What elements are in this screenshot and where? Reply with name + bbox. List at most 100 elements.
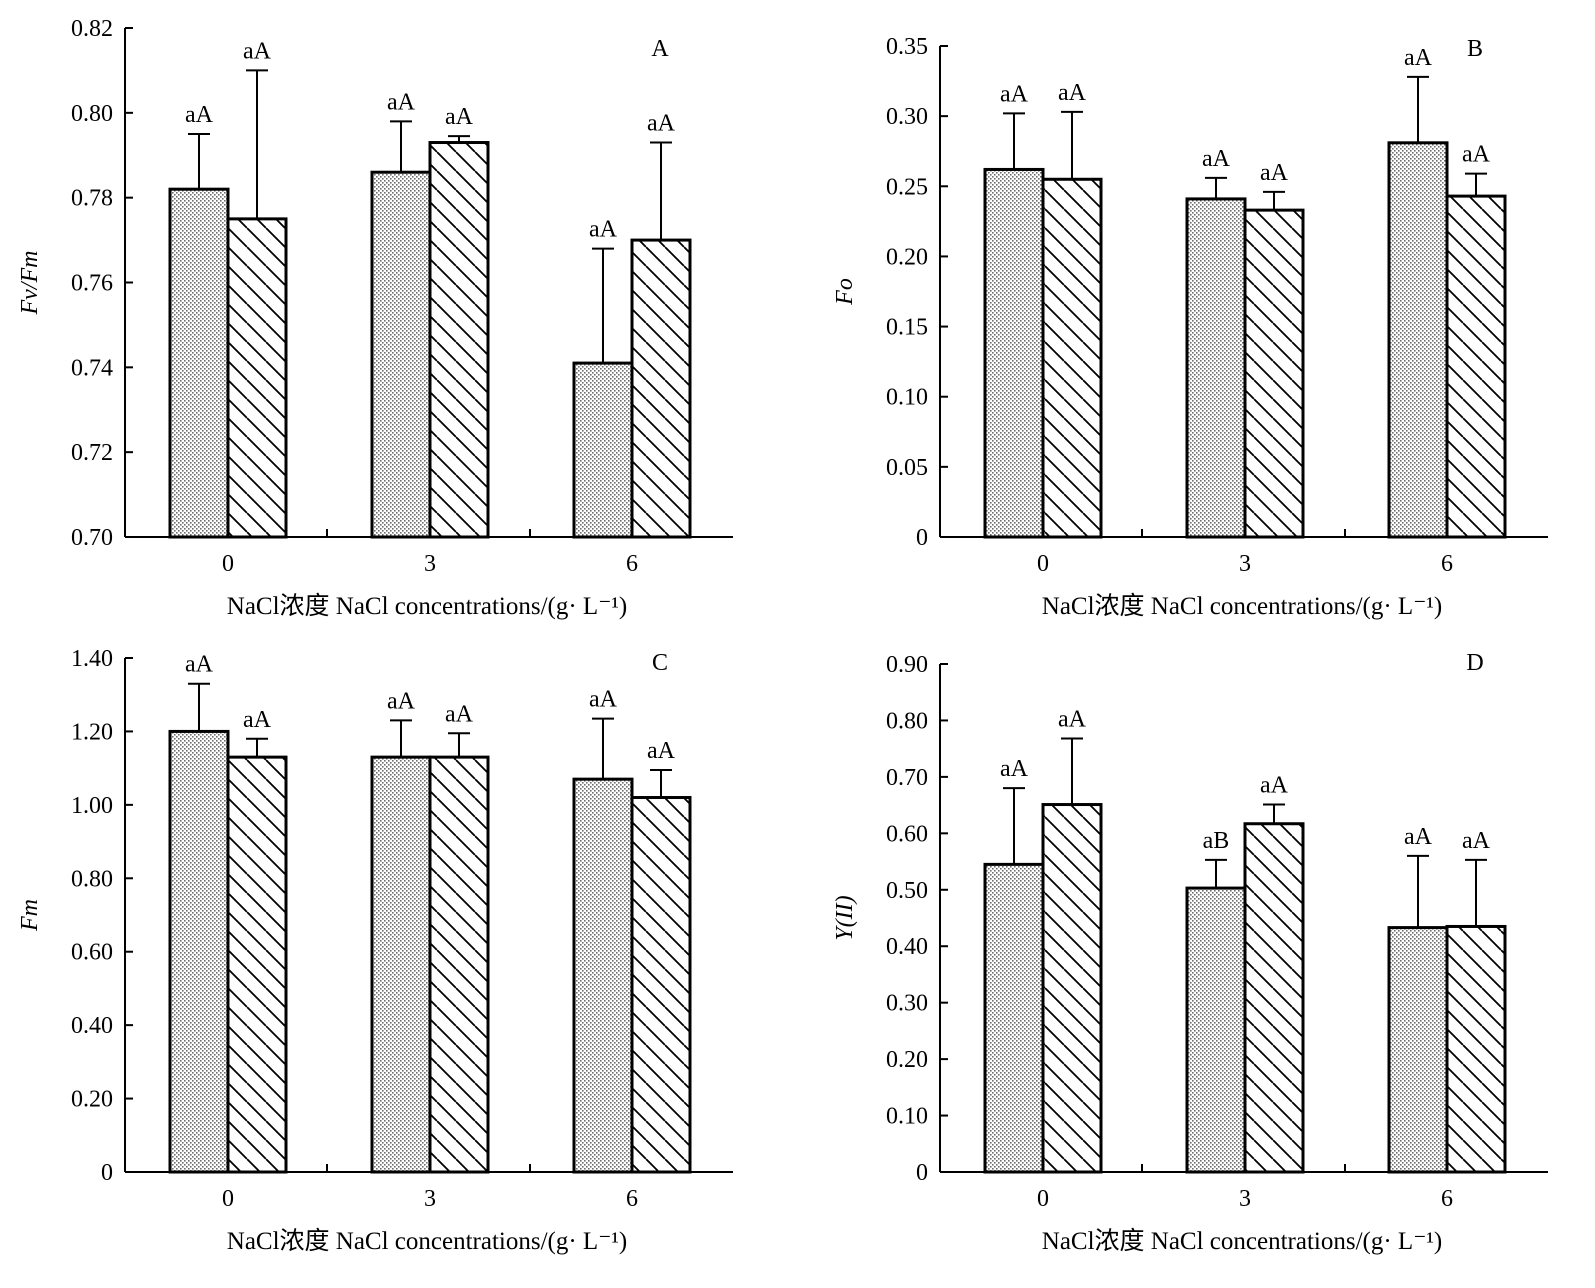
significance-label: aA: [647, 111, 676, 137]
bar-dotted-6: [572, 361, 634, 539]
x-tick-label: 0: [1037, 1186, 1049, 1212]
panel-label: D: [1466, 650, 1483, 676]
chart-panel-a: 0.70 0.72 0.74 0.76 0.78 0.80 0.82 0 3 6 aA aA aA aA a…: [17, 16, 733, 620]
y-tick-label: 0.78: [71, 186, 113, 212]
x-tick-label: 3: [424, 1186, 436, 1212]
bar-hatched-6: [1445, 194, 1507, 539]
significance-label: aA: [243, 707, 272, 733]
significance-label: aA: [1000, 756, 1029, 782]
significance-label: aA: [1462, 828, 1491, 854]
bar-hatched-6: [630, 796, 692, 1174]
bar-hatched-6: [630, 238, 692, 539]
x-tick-label: 6: [1441, 1186, 1453, 1212]
significance-label: aA: [1000, 81, 1029, 107]
significance-label: aA: [1260, 160, 1289, 186]
y-axis-label: Fo: [832, 278, 858, 306]
bar-dotted-0: [168, 729, 230, 1174]
significance-label: aA: [243, 38, 272, 64]
y-tick-label: 0.80: [886, 708, 928, 734]
significance-label: aA: [387, 89, 416, 115]
y-tick-label: 0: [101, 1160, 113, 1186]
bar-hatched-0: [1041, 177, 1103, 539]
significance-label: aA: [1404, 45, 1433, 71]
bar-hatched-3: [428, 141, 490, 539]
significance-label: aA: [387, 688, 416, 714]
y-axis-label: Fv/Fm: [17, 251, 43, 316]
bar-hatched-0: [1041, 803, 1103, 1174]
y-tick-label: 0: [916, 1160, 928, 1186]
significance-label: aB: [1203, 828, 1230, 854]
bar-dotted-3: [1185, 886, 1247, 1174]
x-tick-label: 3: [1239, 1186, 1251, 1212]
panel-label: A: [651, 36, 669, 62]
y-tick-label: 0.25: [886, 174, 928, 200]
bar-dotted-3: [1185, 197, 1247, 539]
bar-dotted-0: [983, 167, 1045, 539]
bar-hatched-3: [1243, 208, 1305, 539]
x-tick-label: 0: [1037, 551, 1049, 577]
y-tick-label: 0.20: [886, 1047, 928, 1073]
bar-dotted-6: [1387, 141, 1449, 539]
significance-label: aA: [185, 652, 214, 678]
significance-label: aA: [445, 104, 474, 130]
y-tick-label: 1.20: [71, 719, 113, 745]
x-axis-label: NaCl浓度 NaCl concentrations/(g· L⁻¹): [227, 1227, 627, 1255]
panel-label: C: [652, 650, 668, 676]
bar-hatched-0: [226, 217, 288, 539]
chart-panel-b: 0 0.05 0.10 0.15 0.20 0.25 0.30 0.35 0 3 6 aA aA aA aA…: [832, 34, 1548, 620]
y-tick-label: 0.40: [71, 1013, 113, 1039]
x-tick-label: 0: [222, 551, 234, 577]
y-tick-label: 0.60: [886, 821, 928, 847]
significance-label: aA: [185, 102, 214, 128]
y-tick-label: 1.40: [71, 646, 113, 672]
bar-hatched-3: [1243, 822, 1305, 1174]
bar-hatched-3: [428, 755, 490, 1174]
significance-label: aA: [445, 701, 474, 727]
chart-panel-d: 0 0.10 0.20 0.30 0.40 0.50 0.60 0.70 0.80 0.90 0 3 6…: [832, 650, 1548, 1255]
significance-label: aA: [1404, 824, 1433, 850]
significance-label: aA: [1058, 707, 1087, 733]
y-tick-label: 0.80: [71, 101, 113, 127]
y-tick-label: 0.20: [886, 244, 928, 270]
significance-label: aA: [1058, 80, 1087, 106]
y-tick-label: 0.70: [71, 525, 113, 551]
panel-label: B: [1467, 36, 1483, 62]
bar-hatched-6: [1445, 924, 1507, 1174]
y-tick-label: 0.15: [886, 315, 928, 341]
y-tick-label: 0.30: [886, 104, 928, 130]
bar-hatched-0: [226, 755, 288, 1174]
chart-panel-c: 0 0.20 0.40 0.60 0.80 1.00 1.20 1.40 0 3 6 aA aA aA aA…: [17, 646, 733, 1255]
y-tick-label: 0.35: [886, 34, 928, 60]
y-tick-label: 0: [916, 525, 928, 551]
x-tick-label: 3: [1239, 551, 1251, 577]
bar-dotted-3: [370, 755, 432, 1174]
bar-dotted-0: [168, 187, 230, 539]
significance-label: aA: [589, 217, 618, 243]
y-tick-label: 0.60: [71, 940, 113, 966]
y-axis-label: Y(II): [832, 895, 858, 940]
y-tick-label: 1.00: [71, 793, 113, 819]
y-tick-label: 0.10: [886, 1104, 928, 1130]
significance-label: aA: [1462, 142, 1491, 168]
significance-label: aA: [647, 738, 676, 764]
y-axis-label: Fm: [17, 899, 43, 932]
x-tick-label: 6: [626, 1186, 638, 1212]
y-tick-label: 0.40: [886, 934, 928, 960]
y-tick-label: 0.74: [71, 355, 113, 381]
significance-label: aA: [589, 687, 618, 713]
x-tick-label: 0: [222, 1186, 234, 1212]
y-tick-label: 0.90: [886, 652, 928, 678]
significance-label: aA: [1202, 146, 1231, 172]
y-tick-label: 0.10: [886, 385, 928, 411]
x-axis-label: NaCl浓度 NaCl concentrations/(g· L⁻¹): [227, 592, 627, 620]
significance-label: aA: [1260, 773, 1289, 799]
x-tick-label: 3: [424, 551, 436, 577]
y-tick-label: 0.76: [71, 271, 113, 297]
x-axis-label: NaCl浓度 NaCl concentrations/(g· L⁻¹): [1042, 1227, 1442, 1255]
x-tick-label: 6: [626, 551, 638, 577]
bar-dotted-6: [1387, 926, 1449, 1174]
y-tick-label: 0.72: [71, 440, 113, 466]
bar-dotted-6: [572, 777, 634, 1174]
x-tick-label: 6: [1441, 551, 1453, 577]
